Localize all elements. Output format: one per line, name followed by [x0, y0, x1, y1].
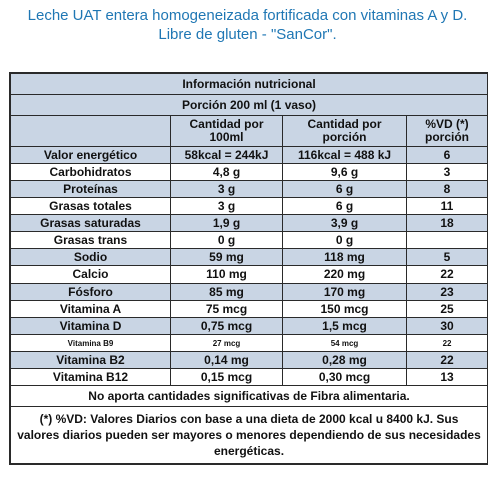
amount-per-100ml: 59 mg: [170, 248, 283, 266]
vd-percent: 5: [405, 248, 489, 266]
amount-per-portion: 0,30 mcg: [282, 368, 407, 386]
table-row: Valor energético 58kcal = 244kJ 116kcal = …: [10, 146, 489, 164]
amount-per-portion: 9,6 g: [282, 163, 407, 181]
nutrient-name: Vitamina A: [10, 300, 171, 318]
amount-per-portion: 6 g: [282, 197, 407, 215]
table-row: Vitamina B9 27 mcg 54 mcg 22: [10, 334, 489, 352]
vd-percent: 8: [405, 180, 489, 198]
amount-per-portion: 150 mcg: [282, 300, 407, 318]
amount-per-100ml: 4,8 g: [170, 163, 283, 181]
vd-percent: 18: [405, 214, 489, 232]
amount-per-100ml: 3 g: [170, 180, 283, 198]
column-header-per-100ml: Cantidad por 100ml: [170, 115, 283, 147]
nutrition-table: Información nutricional Porción 200 ml (…: [9, 73, 489, 464]
nutrient-name: Vitamina D: [10, 317, 171, 335]
amount-per-portion: 0 g: [282, 231, 407, 249]
amount-per-100ml: 0,75 mcg: [170, 317, 283, 335]
nutrient-name: Vitamina B12: [10, 368, 171, 386]
nutrient-name: Vitamina B2: [10, 351, 171, 369]
column-header-per-portion: Cantidad por porción: [282, 115, 407, 147]
vd-percent: 3: [405, 163, 489, 181]
table-row: Vitamina B2 0,14 mg 0,28 mg 22: [10, 351, 489, 369]
vd-percent: 23: [405, 283, 489, 301]
nutrient-name: Proteínas: [10, 180, 171, 198]
table-row: Vitamina A 75 mcg 150 mcg 25: [10, 300, 489, 318]
vd-percent: 13: [405, 368, 489, 386]
nutrient-name: Calcio: [10, 265, 171, 284]
table-row: Sodio 59 mg 118 mg 5: [10, 248, 489, 266]
amount-per-100ml: 3 g: [170, 197, 283, 215]
amount-per-100ml: 110 mg: [170, 265, 283, 284]
nutrition-table-container: Información nutricional Porción 200 ml (…: [9, 72, 489, 465]
caption-line-1: Leche UAT entera homogeneizada fortifica…: [27, 7, 468, 24]
table-row: Vitamina B12 0,15 mcg 0,30 mcg 13: [10, 368, 489, 386]
vd-footnote: (*) %VD: Valores Diarios con base a una …: [9, 406, 489, 464]
vd-percent: 11: [405, 197, 489, 215]
nutrient-name: Grasas saturadas: [10, 214, 171, 232]
nutrient-name: Fósforo: [10, 283, 171, 301]
nutrient-name: Grasas totales: [10, 197, 171, 215]
amount-per-portion: 118 mg: [282, 248, 407, 266]
table-row: Calcio 110 mg 220 mg 22: [10, 265, 489, 284]
vd-percent: [405, 231, 489, 249]
amount-per-100ml: 75 mcg: [170, 300, 283, 318]
nutrient-name: Carbohidratos: [10, 163, 171, 181]
amount-per-100ml: 85 mg: [170, 283, 283, 301]
amount-per-100ml: 0,14 mg: [170, 351, 283, 369]
table-row: Fósforo 85 mg 170 mg 23: [10, 283, 489, 301]
column-header-vd: %VD (*) porción: [405, 115, 489, 147]
amount-per-portion: 170 mg: [282, 283, 407, 301]
caption-line-2: Libre de gluten - "SanCor".: [158, 26, 337, 43]
nutrient-name: Valor energético: [10, 146, 171, 164]
amount-per-100ml: 1,9 g: [170, 214, 283, 232]
table-portion: Porción 200 ml (1 vaso): [9, 94, 489, 116]
amount-per-portion: 116kcal = 488 kJ: [282, 146, 407, 164]
vd-percent: 25: [405, 300, 489, 318]
amount-per-portion: 1,5 mcg: [282, 317, 407, 335]
column-header-empty: [10, 115, 171, 147]
amount-per-100ml: 0 g: [170, 231, 283, 249]
nutrient-name: Grasas trans: [10, 231, 171, 249]
amount-per-portion: 0,28 mg: [282, 351, 407, 369]
fiber-note: No aporta cantidades significativas de F…: [9, 385, 489, 407]
product-caption: Leche UAT entera homogeneizada fortifica…: [0, 6, 495, 44]
amount-per-100ml: 27 mcg: [170, 334, 283, 352]
vd-percent: 22: [405, 351, 489, 369]
nutrient-name: Sodio: [10, 248, 171, 266]
table-title: Información nutricional: [9, 73, 489, 95]
nutrient-name: Vitamina B9: [10, 334, 171, 352]
vd-percent: 22: [405, 334, 489, 352]
amount-per-portion: 3,9 g: [282, 214, 407, 232]
amount-per-portion: 220 mg: [282, 265, 407, 284]
vd-percent: 22: [405, 265, 489, 284]
vd-percent: 6: [405, 146, 489, 164]
amount-per-portion: 6 g: [282, 180, 407, 198]
amount-per-portion: 54 mcg: [282, 334, 407, 352]
table-row: Vitamina D 0,75 mcg 1,5 mcg 30: [10, 317, 489, 335]
amount-per-100ml: 0,15 mcg: [170, 368, 283, 386]
table-row: Grasas saturadas 1,9 g 3,9 g 18: [10, 214, 489, 232]
vd-percent: 30: [405, 317, 489, 335]
amount-per-100ml: 58kcal = 244kJ: [170, 146, 283, 164]
